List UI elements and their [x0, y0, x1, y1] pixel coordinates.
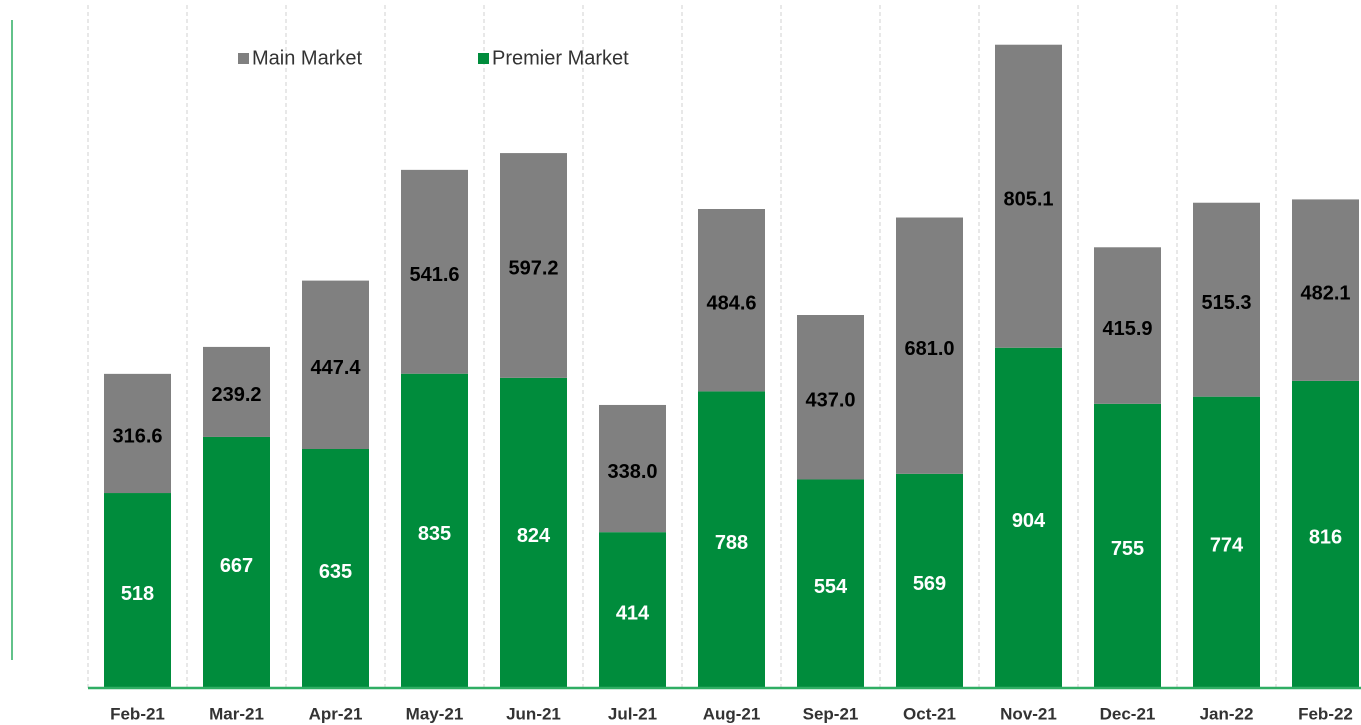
- data-label: 414: [616, 602, 650, 624]
- data-label: 824: [517, 525, 551, 547]
- x-tick-label: Dec-21: [1100, 704, 1156, 723]
- data-label: 554: [814, 576, 848, 598]
- bar-segment: [203, 346, 270, 437]
- bar-segment: [500, 153, 567, 378]
- legend-swatch: [238, 53, 249, 64]
- x-tick-label: Apr-21: [309, 704, 363, 723]
- bar-segment: [797, 479, 864, 688]
- data-label: 239.2: [211, 384, 261, 406]
- bar-segment: [500, 377, 567, 688]
- bar-segment: [599, 404, 666, 533]
- data-label: 447.4: [310, 357, 361, 379]
- bar-segment: [203, 436, 270, 688]
- bar-segment: [698, 391, 765, 688]
- data-label: 755: [1111, 538, 1144, 560]
- x-tick-label: Jul-21: [608, 704, 657, 723]
- bar-segment: [1094, 403, 1161, 688]
- data-label: 518: [121, 583, 154, 605]
- data-label: 482.1: [1300, 282, 1350, 304]
- x-tick-label: May-21: [406, 704, 464, 723]
- data-label: 816: [1309, 527, 1342, 549]
- data-label: 437.0: [805, 390, 855, 412]
- bar-segment: [698, 209, 765, 392]
- bar-segment: [995, 347, 1062, 688]
- x-tick-label: Jan-22: [1200, 704, 1254, 723]
- bar-segment: [401, 169, 468, 374]
- x-tick-label: Aug-21: [703, 704, 761, 723]
- x-tick-label: Oct-21: [903, 704, 956, 723]
- bar-segment: [104, 373, 171, 494]
- data-label: 635: [319, 561, 352, 583]
- bar-segment: [896, 217, 963, 474]
- bar-segment: [1292, 199, 1359, 381]
- bar-segment: [302, 280, 369, 449]
- x-tick-label: Jun-21: [506, 704, 561, 723]
- bar-segment: [401, 373, 468, 688]
- legend-swatch: [478, 53, 489, 64]
- bar-segment: [1193, 202, 1260, 397]
- data-label: 805.1: [1003, 189, 1053, 211]
- bar-segment: [995, 44, 1062, 348]
- data-label: 904: [1012, 510, 1046, 532]
- data-label: 788: [715, 532, 748, 554]
- data-label: 515.3: [1201, 292, 1251, 314]
- x-tick-label: Nov-21: [1000, 704, 1057, 723]
- legend-label: Premier Market: [492, 47, 629, 69]
- bar-segment: [1193, 396, 1260, 688]
- x-tick-label: Mar-21: [209, 704, 264, 723]
- x-tick-label: Sep-21: [803, 704, 859, 723]
- data-label: 681.0: [904, 338, 954, 360]
- bar-segment: [896, 473, 963, 688]
- bar-segment: [1292, 380, 1359, 688]
- data-label: 835: [418, 523, 451, 545]
- legend-label: Main Market: [252, 47, 362, 69]
- data-label: 484.6: [706, 292, 756, 314]
- x-tick-label: Feb-21: [110, 704, 165, 723]
- data-label: 774: [1210, 535, 1244, 557]
- data-label: 597.2: [508, 258, 558, 280]
- x-tick-label: Feb-22: [1298, 704, 1353, 723]
- bar-segment: [104, 493, 171, 688]
- data-label: 541.6: [409, 264, 459, 286]
- data-label: 667: [220, 555, 253, 577]
- data-label: 316.6: [112, 426, 162, 448]
- bar-segment: [302, 448, 369, 688]
- bar-segment: [1094, 247, 1161, 404]
- data-label: 338.0: [607, 461, 657, 483]
- data-label: 569: [913, 573, 946, 595]
- bar-segment: [797, 314, 864, 480]
- bar-segment: [599, 532, 666, 688]
- data-label: 415.9: [1102, 318, 1152, 340]
